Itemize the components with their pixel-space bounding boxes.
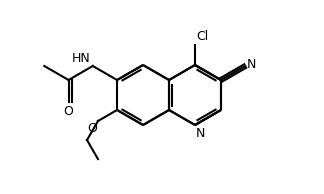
Text: O: O [64, 105, 74, 118]
Text: HN: HN [72, 52, 91, 65]
Text: N: N [196, 127, 205, 140]
Text: Cl: Cl [196, 30, 208, 43]
Text: N: N [247, 59, 257, 72]
Text: O: O [87, 122, 97, 135]
